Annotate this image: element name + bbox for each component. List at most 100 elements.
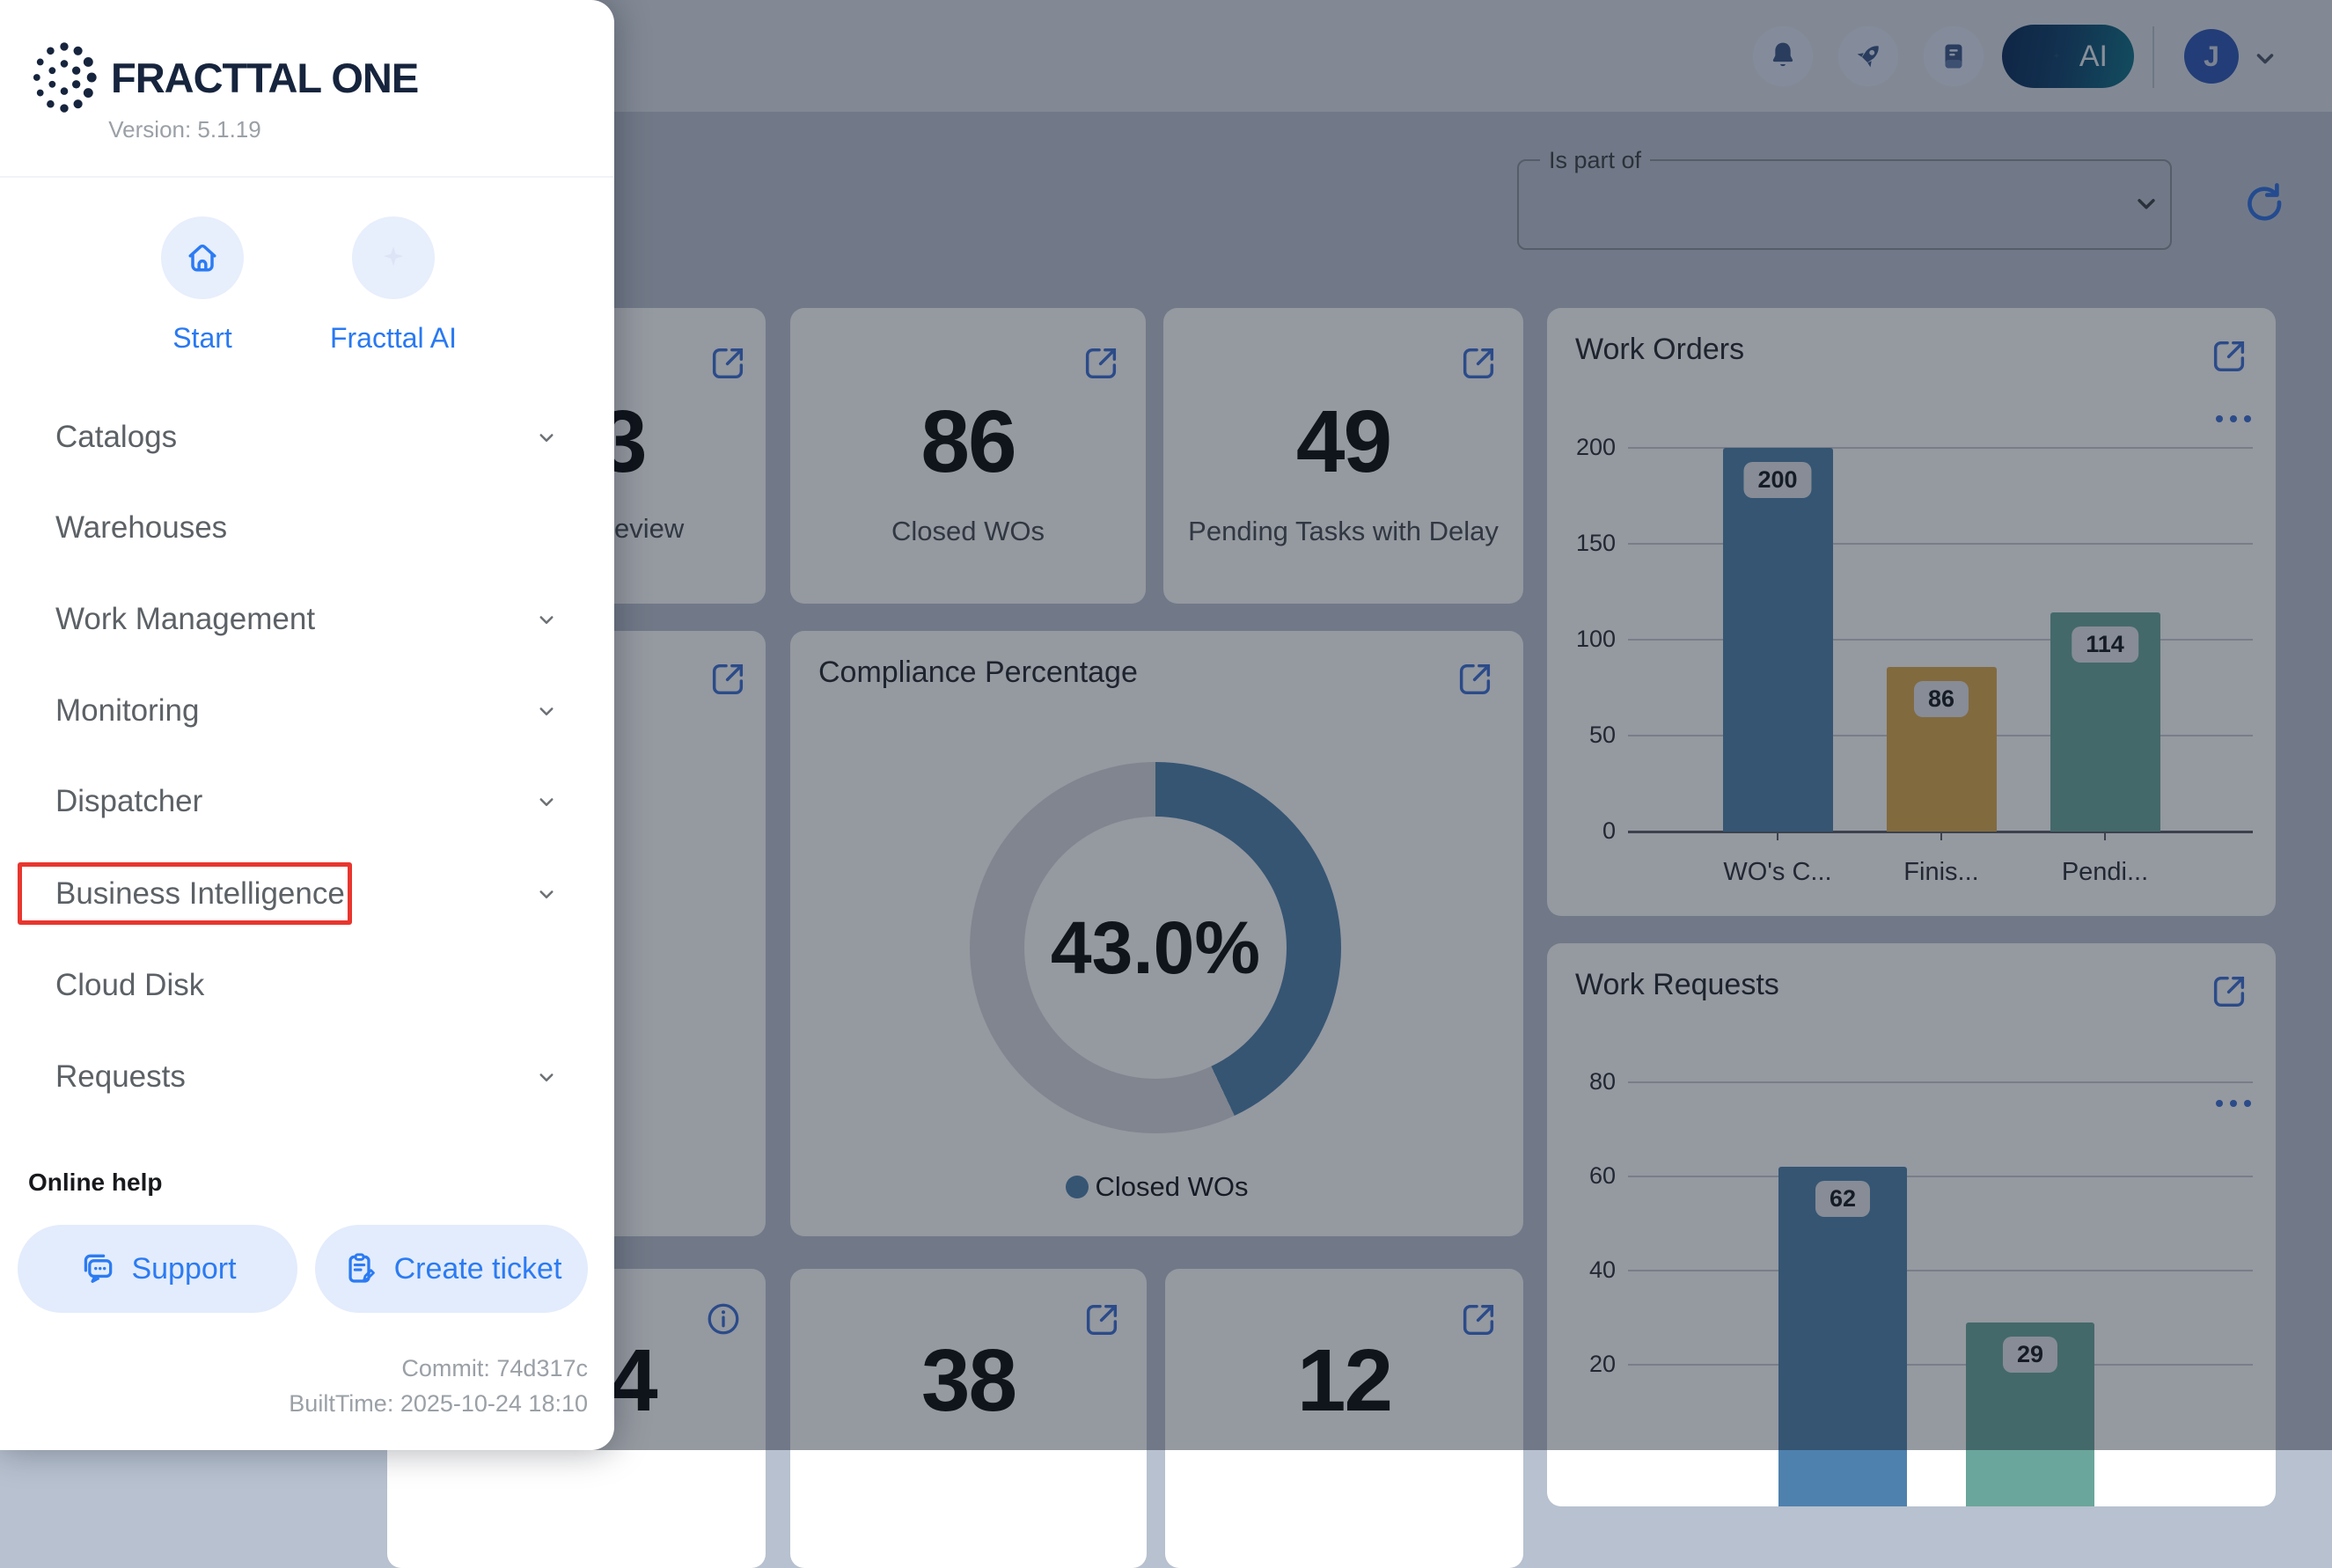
- header-divider: [0, 176, 614, 178]
- sidebar-item-label: Cloud Disk: [55, 968, 205, 1002]
- sidebar-item-requests[interactable]: Requests: [0, 1045, 614, 1109]
- bar-value-badge: 29: [2002, 1336, 2058, 1373]
- chevron-down-icon: [539, 890, 554, 898]
- work-orders-card[interactable]: Work Orders 0 50 100 150 200 200 WO's C... 86 Fi…: [1547, 308, 2276, 916]
- build-time: BuiltTime: 2025-10-24 18:10: [289, 1390, 588, 1417]
- y-axis-tick-label: 50: [1588, 722, 1616, 748]
- sidebar-item-label: Work Management: [55, 602, 316, 636]
- y-axis-tick-label: 60: [1588, 1162, 1616, 1189]
- bell-icon: [1772, 42, 1793, 67]
- kpi-value: 38: [920, 1331, 1017, 1430]
- chevron-down-icon: [539, 616, 554, 624]
- support-button[interactable]: Support: [18, 1225, 297, 1313]
- card-title: Work Requests: [1575, 968, 1779, 1001]
- open-external-icon[interactable]: [1458, 343, 1499, 384]
- info-icon[interactable]: [704, 1300, 743, 1338]
- commit-hash: Commit: 74d317c: [401, 1355, 588, 1381]
- sidebar-item-label: Catalogs: [55, 420, 178, 454]
- online-help-label: Online help: [28, 1169, 163, 1196]
- kpi-label: Pending Tasks with Delay: [1188, 516, 1499, 546]
- sidebar-item-warehouses[interactable]: Warehouses: [0, 496, 614, 560]
- open-external-icon[interactable]: [708, 343, 748, 384]
- chart-menu-ellipsis[interactable]: [2216, 415, 2251, 422]
- sidebar-item-dispatcher[interactable]: Dispatcher: [0, 770, 614, 833]
- card-title: Work Orders: [1575, 333, 1745, 366]
- chevron-down-icon: [539, 798, 554, 806]
- kpi-value: 86: [920, 392, 1016, 491]
- sidebar-item-label: Start: [172, 322, 232, 354]
- sparkle-icon: [384, 246, 403, 267]
- whats-new-button[interactable]: [1838, 26, 1898, 86]
- sidebar-item-start[interactable]: Start: [114, 216, 290, 355]
- app-version: Version: 5.1.19: [108, 116, 261, 143]
- account-chevron-down-icon[interactable]: [2249, 42, 2281, 74]
- create-ticket-button[interactable]: Create ticket: [315, 1225, 588, 1313]
- open-external-icon[interactable]: [2209, 336, 2249, 377]
- y-axis-tick-label: 100: [1575, 626, 1616, 652]
- sidebar-item-monitoring[interactable]: Monitoring: [0, 679, 614, 743]
- open-external-icon[interactable]: [1455, 659, 1495, 700]
- y-axis-tick-label: 20: [1588, 1351, 1616, 1377]
- sparkle-icon: [2052, 52, 2061, 60]
- open-external-icon[interactable]: [708, 659, 748, 700]
- app-logo: FRACTTAL ONE: [30, 39, 419, 116]
- bar-value-badge: 114: [2072, 626, 2138, 663]
- compliance-donut-chart: 43.0%: [970, 762, 1341, 1133]
- compliance-percentage-card[interactable]: Compliance Percentage 43.0% Closed WOs: [790, 631, 1523, 1236]
- chart-menu-ellipsis[interactable]: [2216, 1100, 2251, 1107]
- navigation-drawer: FRACTTAL ONE Version: 5.1.19 Start Fract…: [0, 0, 614, 1450]
- kpi-label: Closed WOs: [891, 516, 1045, 546]
- kpi-label: eview: [614, 513, 685, 544]
- x-axis-category-label: Finis...: [1903, 858, 1979, 886]
- sidebar-item-work-management[interactable]: Work Management: [0, 588, 614, 651]
- sidebar-item-label: Dispatcher: [55, 784, 203, 818]
- app-logo-wordmark: FRACTTAL ONE: [111, 54, 419, 101]
- rocket-icon: [1857, 46, 1879, 68]
- x-axis-category-label: WO's C...: [1723, 858, 1832, 886]
- y-axis-tick-label: 200: [1575, 434, 1616, 460]
- bar-value-badge: 86: [1913, 680, 1969, 717]
- chevron-down-icon: [539, 434, 554, 442]
- is-part-of-select[interactable]: [1517, 159, 2172, 250]
- sidebar-item-catalogs[interactable]: Catalogs: [0, 406, 614, 469]
- avatar-initial: J: [2204, 40, 2219, 72]
- chart-legend[interactable]: Closed WOs: [790, 1171, 1523, 1203]
- create-ticket-button-label: Create ticket: [393, 1251, 562, 1286]
- sidebar-item-label: Monitoring: [55, 693, 200, 728]
- sidebar-item-label: Business Intelligence: [55, 876, 345, 911]
- bar-WO's C...[interactable]: [1722, 448, 1833, 832]
- sidebar-item-business-intelligence[interactable]: Business Intelligence: [0, 862, 614, 926]
- sidebar-item-fracttal-ai[interactable]: Fracttal AI: [305, 216, 481, 355]
- kpi-value: 4: [609, 1331, 658, 1430]
- sidebar-item-label: Fracttal AI: [329, 322, 458, 354]
- open-external-icon[interactable]: [1082, 1300, 1122, 1340]
- card-title: Compliance Percentage: [818, 656, 1138, 689]
- legend-dot: [1065, 1176, 1089, 1198]
- topbar-divider: [2152, 26, 2154, 88]
- refresh-icon[interactable]: [2239, 178, 2288, 227]
- select-chevron-down-icon[interactable]: [2130, 187, 2163, 220]
- y-axis-tick-label: 80: [1588, 1068, 1616, 1095]
- legend-label: Closed WOs: [1095, 1171, 1249, 1202]
- fracttal-ai-button[interactable]: AI: [2002, 25, 2134, 88]
- notifications-button[interactable]: [1753, 26, 1813, 86]
- chevron-down-icon: [539, 1073, 554, 1081]
- work-orders-bar-chart: 0 50 100 150 200 200 WO's C... 86 Finis... 114 Pen…: [1547, 308, 2276, 916]
- fracttal-dots-logo-icon: [33, 42, 97, 113]
- chevron-down-icon: [539, 707, 554, 715]
- kpi-card-closed-wos[interactable]: 86 Closed WOs: [790, 308, 1146, 604]
- journal-icon: [1945, 44, 1962, 69]
- open-external-icon[interactable]: [1458, 1300, 1499, 1340]
- open-external-icon[interactable]: [1081, 343, 1121, 384]
- release-notes-button[interactable]: [1924, 26, 1984, 86]
- bar-value-badge: 200: [1743, 462, 1812, 498]
- kpi-value: 12: [1296, 1331, 1393, 1430]
- sidebar-item-cloud-disk[interactable]: Cloud Disk: [0, 954, 614, 1017]
- user-avatar[interactable]: J: [2184, 29, 2239, 84]
- sidebar-item-label: Requests: [55, 1059, 186, 1094]
- open-external-icon[interactable]: [2209, 971, 2249, 1012]
- kpi-card-pending-tasks[interactable]: 49 Pending Tasks with Delay: [1163, 308, 1523, 604]
- y-axis-tick-label: 150: [1575, 530, 1616, 556]
- ticket-clipboard-icon: [348, 1253, 375, 1283]
